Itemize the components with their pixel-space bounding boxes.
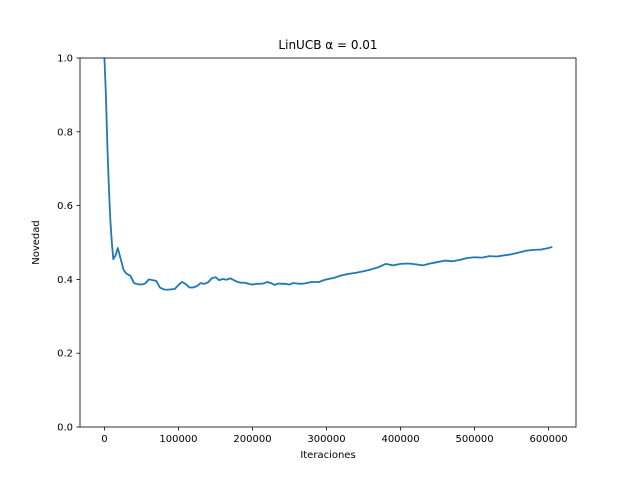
y-axis: 0.0 0.2 0.4 0.6 0.8 1.0 [57,54,80,434]
x-tick-label: 500000 [455,434,493,445]
y-tick-label: 0.6 [57,201,73,212]
chart-title: LinUCB α = 0.01 [278,38,377,52]
x-tick-label: 400000 [381,434,419,445]
x-tick-label: 600000 [530,434,568,445]
x-axis: 0 100000 200000 300000 400000 500000 600000 [101,427,568,445]
x-tick-label: 300000 [307,434,345,445]
x-tick-label: 200000 [233,434,271,445]
y-tick-label: 0.4 [57,275,73,286]
plot-frame [79,57,577,428]
y-tick-label: 0.0 [57,423,73,434]
y-axis-label: Novedad [31,220,42,265]
x-tick-label: 100000 [159,434,197,445]
y-tick-label: 1.0 [57,54,73,65]
x-axis-label: Iteraciones [300,450,355,461]
y-tick-label: 0.2 [57,349,73,360]
y-tick-label: 0.8 [57,127,73,138]
series-layer [103,57,553,291]
x-tick-label: 0 [101,434,107,445]
series-line-0 [103,57,553,291]
